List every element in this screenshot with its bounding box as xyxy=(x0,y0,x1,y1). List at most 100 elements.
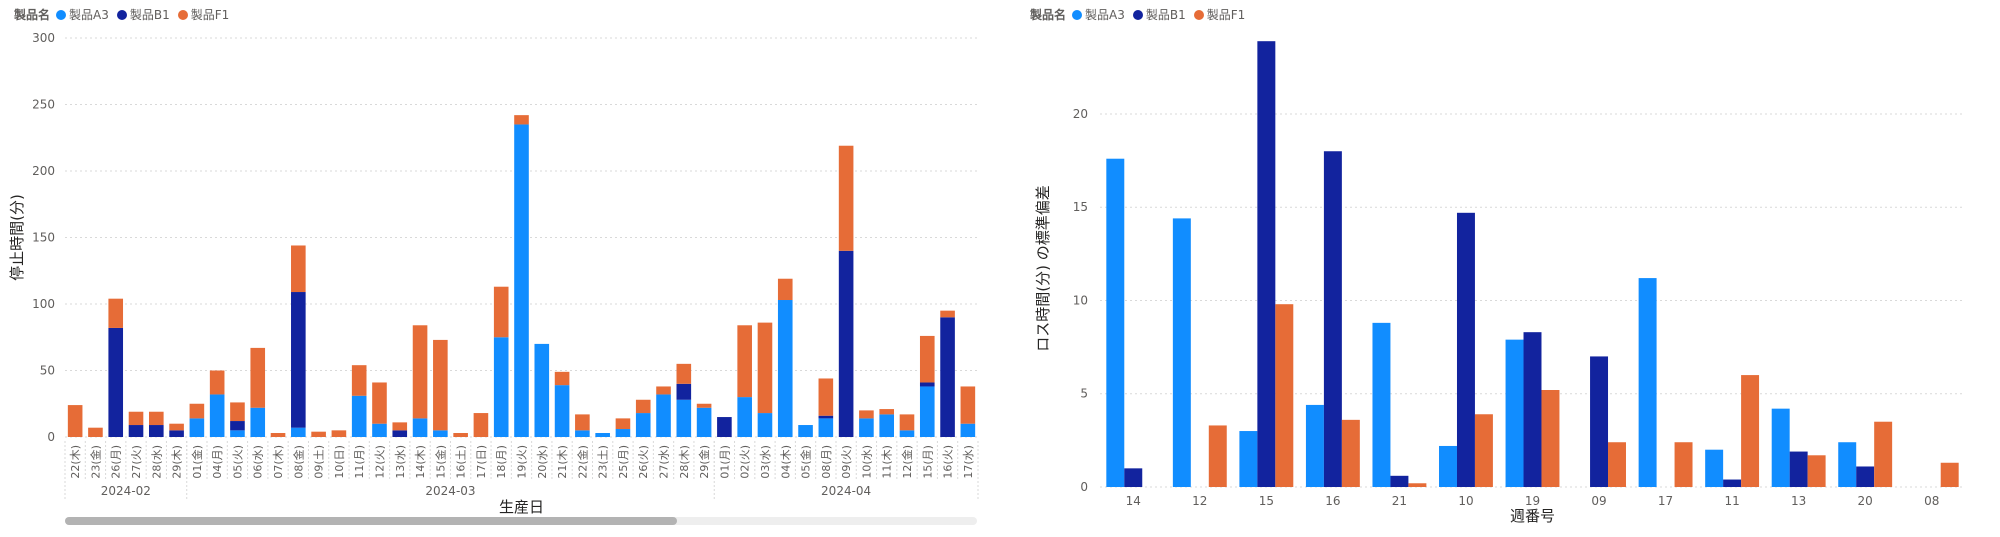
bar-b1 xyxy=(1523,332,1542,487)
bar-segment-a3 xyxy=(534,343,550,437)
bar-f1 xyxy=(1874,421,1893,487)
y-tick-label: 20 xyxy=(1073,107,1088,121)
bar-segment-a3 xyxy=(514,124,529,437)
bar-segment-f1 xyxy=(433,339,448,431)
bar-segment-b1 xyxy=(940,317,955,437)
bar-segment-b1 xyxy=(291,292,306,428)
x-tick-label: 25(月) xyxy=(617,445,630,479)
bar-segment-f1 xyxy=(615,418,631,430)
y-tick-label: 0 xyxy=(1080,480,1088,494)
bar-b1 xyxy=(1789,451,1808,487)
bar-segment-b1 xyxy=(392,430,408,437)
x-tick-label: 16(火) xyxy=(942,445,955,479)
bar-f1 xyxy=(1741,375,1760,487)
x-tick-label: 08(金) xyxy=(291,445,305,479)
bar-segment-f1 xyxy=(514,115,529,125)
x-tick-label: 09(火) xyxy=(840,445,853,479)
x-tick-label: 02(火) xyxy=(739,445,752,479)
x-tick-label: 23(土) xyxy=(597,445,610,479)
x-tick-label: 17(水) xyxy=(962,445,975,479)
bar-segment-a3 xyxy=(615,429,631,437)
loss-stddev-chart-panel: 製品名 製品A3 製品B1 製品F1 0 5 10 15 20 14 12 15 16 21 10 1… xyxy=(1030,0,2000,537)
y-tick-label: 0 xyxy=(47,430,55,444)
bar-segment-a3 xyxy=(919,386,935,437)
bar-segment-f1 xyxy=(838,145,854,251)
x-tick-label: 15(金) xyxy=(433,445,447,479)
x-tick-label: 17(日) xyxy=(475,445,488,479)
bar-b1 xyxy=(1390,475,1409,487)
bar-segment-f1 xyxy=(88,427,103,437)
bar-f1 xyxy=(1341,419,1360,487)
x-tick-label: 20 xyxy=(1858,494,1873,508)
legend-dot-a3 xyxy=(56,9,67,20)
horizontal-scrollbar[interactable] xyxy=(65,517,977,525)
bar-f1 xyxy=(1408,483,1427,487)
bar-a3 xyxy=(1439,445,1457,487)
legend-label-a3: 製品A3 xyxy=(69,8,109,22)
bar-segment-f1 xyxy=(372,382,387,424)
bar-segment-a3 xyxy=(412,418,428,437)
bar-f1 xyxy=(1474,414,1493,487)
x-tick-label: 27(水) xyxy=(658,445,671,479)
bar-segment-f1 xyxy=(554,371,570,386)
bar-segment-b1 xyxy=(676,383,692,400)
x-tick-label: 10 xyxy=(1458,494,1473,508)
legend-item-b1[interactable]: 製品B1 xyxy=(116,6,170,23)
bar-segment-f1 xyxy=(412,325,428,419)
x-tick-label: 17 xyxy=(1658,494,1673,508)
bar-segment-f1 xyxy=(899,414,915,431)
bar-segment-f1 xyxy=(108,298,124,328)
legend-item-b1[interactable]: 製品B1 xyxy=(1132,6,1186,23)
y-tick-label: 250 xyxy=(32,98,55,112)
y-tick-label: 10 xyxy=(1073,293,1088,307)
bar-segment-a3 xyxy=(554,385,570,437)
bar-a3 xyxy=(1705,449,1724,487)
bar-segment-f1 xyxy=(940,310,955,318)
legend-item-a3[interactable]: 製品A3 xyxy=(1072,6,1125,23)
bar-b1 xyxy=(1124,468,1143,487)
y-tick-label: 50 xyxy=(40,364,55,378)
bar-segment-f1 xyxy=(696,403,712,408)
bar-segment-f1 xyxy=(656,386,671,395)
bar-b1 xyxy=(1723,479,1742,487)
bar-segment-f1 xyxy=(737,325,752,398)
y-tick-label: 150 xyxy=(32,231,55,245)
bar-f1 xyxy=(1208,425,1227,487)
bar-a3 xyxy=(1372,322,1391,487)
clustered-bar-chart: 0 5 10 15 20 14 12 15 16 21 10 19 09 17 11 13 20 08 週番号 ロス時… xyxy=(1034,41,1965,525)
bar-segment-a3 xyxy=(777,300,793,437)
bar-segment-a3 xyxy=(635,413,651,437)
x-tick-label: 01(月) xyxy=(718,445,731,479)
x-tick-label: 12 xyxy=(1192,494,1207,508)
right-legend: 製品名 製品A3 製品B1 製品F1 xyxy=(1030,6,1253,23)
bar-segment-a3 xyxy=(859,418,874,437)
x-tick-label: 26(月) xyxy=(110,445,123,479)
bar-segment-a3 xyxy=(656,394,671,437)
scrollbar-thumb[interactable] xyxy=(65,517,677,525)
bar-segment-a3 xyxy=(433,430,448,437)
legend-dot-a3 xyxy=(1072,9,1083,20)
legend-title: 製品名 xyxy=(1030,8,1067,22)
x-tick-label: 28(木) xyxy=(678,445,691,479)
legend-item-f1[interactable]: 製品F1 xyxy=(1193,6,1245,23)
bar-segment-f1 xyxy=(351,365,367,396)
y-tick-label: 15 xyxy=(1073,200,1088,214)
bar-b1 xyxy=(1257,41,1276,488)
legend-item-f1[interactable]: 製品F1 xyxy=(177,6,229,23)
bar-segment-f1 xyxy=(169,423,184,431)
bar-segment-a3 xyxy=(493,337,509,437)
x-tick-label: 16 xyxy=(1325,494,1340,508)
bar-segment-a3 xyxy=(230,430,245,437)
x-tick-label: 22(木) xyxy=(69,445,82,479)
legend-item-a3[interactable]: 製品A3 xyxy=(56,6,109,23)
bar-segment-b1 xyxy=(717,417,732,437)
bar-segment-a3 xyxy=(209,394,225,437)
x-tick-label: 05(金) xyxy=(799,445,813,479)
legend-dot-b1 xyxy=(116,9,127,20)
bar-a3 xyxy=(1172,218,1191,487)
x-tick-label: 13(水) xyxy=(394,445,407,479)
bar-segment-b1 xyxy=(108,327,124,437)
stacked-bar-chart: 0 50 100 150 200 250 300 22(木) 23(金) 26(月) 27(火) 28… xyxy=(8,31,979,516)
x-tick-label: 27(火) xyxy=(130,445,143,479)
x-group-label: 2024-04 xyxy=(821,484,871,498)
